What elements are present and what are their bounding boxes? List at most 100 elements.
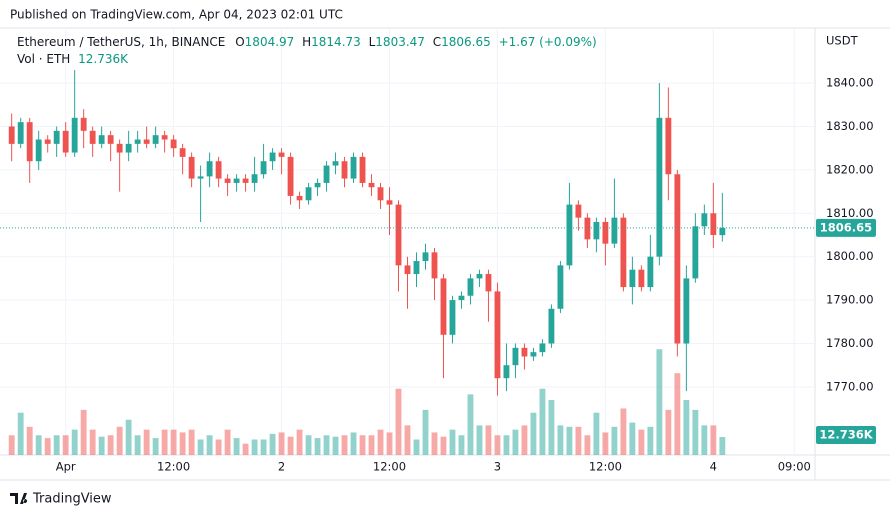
volume-bar [701, 425, 708, 455]
volume-bar [629, 422, 636, 455]
volume-bar [395, 388, 402, 455]
candle-body [584, 217, 591, 240]
volume-bar [17, 412, 24, 455]
candle-body [26, 122, 33, 162]
candle-body [485, 274, 492, 292]
candle-body [215, 161, 222, 179]
candle-body [539, 343, 546, 353]
x-tick-label: Apr [56, 460, 76, 474]
legend-change: +1.67 (+0.09%) [499, 35, 597, 49]
candle-body [287, 156, 294, 196]
candle-body [665, 117, 672, 175]
x-tick-label: 12:00 [589, 460, 622, 474]
candle-body [278, 152, 285, 157]
candle-body [71, 117, 78, 153]
y-tick-label: 1840.00 [826, 76, 874, 90]
candle-body [233, 178, 240, 183]
legend-h: H [302, 35, 311, 49]
candle-body [647, 256, 654, 288]
volume-legend: Vol · ETH 12.736K [17, 52, 129, 66]
candle-body [35, 139, 42, 162]
candle-body [143, 139, 150, 144]
volume-bar [620, 408, 627, 455]
candle-body [350, 156, 357, 179]
candle-body [170, 139, 177, 149]
volume-bar [179, 432, 186, 455]
candle-body [566, 204, 573, 266]
candle-body [503, 365, 510, 379]
legend-h-value: 1814.73 [311, 35, 361, 49]
candle-body [620, 217, 627, 288]
volume-bar [449, 429, 456, 455]
x-tick-label: 12:00 [373, 460, 406, 474]
candle-body [116, 143, 123, 153]
volume-bar [224, 429, 231, 455]
volume-bar [512, 429, 519, 455]
volume-bar [215, 439, 222, 455]
x-tick-label: 2 [278, 460, 285, 474]
candle-body [8, 126, 15, 144]
volume-bar [134, 435, 141, 455]
legend: Ethereum / TetherUS, 1h, BINANCE O1804.9… [17, 35, 597, 49]
candle-body [611, 217, 618, 244]
candle-body [638, 269, 645, 288]
legend-c-value: 1806.65 [441, 35, 491, 49]
candle-body [656, 117, 663, 257]
volume-bar [413, 439, 420, 455]
volume-bar [404, 425, 411, 455]
volume-bar [305, 435, 312, 455]
volume-axis-label: 12.736K [819, 428, 873, 442]
volume-bar [575, 426, 582, 455]
volume-bar [152, 438, 159, 455]
volume-bar [35, 435, 42, 455]
candle-body [692, 226, 699, 279]
volume-bar [467, 394, 474, 455]
volume-bar [242, 443, 249, 455]
volume-bar [719, 437, 726, 455]
candle-body [44, 139, 51, 144]
volume-bar [44, 438, 51, 455]
volume-bar [674, 373, 681, 455]
last-price-box [816, 218, 876, 237]
volume-bar [125, 419, 132, 455]
candle-body [260, 161, 267, 175]
candle-body [557, 265, 564, 309]
volume-bar [638, 429, 645, 455]
legend-o: O [235, 35, 244, 49]
volume-bar [233, 438, 240, 455]
candle-body [413, 261, 420, 275]
volume-bar [665, 409, 672, 455]
candle-body [386, 200, 393, 205]
volume-bar [296, 429, 303, 455]
candle-body [341, 161, 348, 179]
volume-bar [377, 429, 384, 455]
candle-body [449, 300, 456, 335]
candle-body [440, 278, 447, 335]
volume-bar [116, 426, 123, 455]
volume-box [816, 426, 876, 444]
volume-bar [710, 425, 717, 455]
volume-bar [161, 429, 168, 455]
candle-body [179, 148, 186, 157]
candle-body [476, 274, 483, 279]
volume-bar [584, 435, 591, 455]
volume-bar [431, 432, 438, 455]
volume-bar [278, 432, 285, 455]
candle-body [62, 130, 69, 153]
volume-bar [269, 433, 276, 455]
published-note: Published on TradingView.com, Apr 04, 20… [10, 8, 343, 22]
candle-body [395, 204, 402, 266]
last-price-label: 1806.65 [820, 220, 872, 234]
candle-body [359, 156, 366, 183]
candle-body [224, 178, 231, 183]
volume-bar [647, 426, 654, 455]
volume-bar [71, 429, 78, 455]
volume-bar [359, 435, 366, 455]
candle-body [242, 178, 249, 183]
candle-body [197, 176, 204, 179]
volume-bar [197, 439, 204, 455]
y-tick-label: 1800.00 [826, 249, 874, 263]
candle-body [431, 252, 438, 279]
volume-bar [386, 432, 393, 455]
brand-logo: TradingView [10, 492, 112, 507]
